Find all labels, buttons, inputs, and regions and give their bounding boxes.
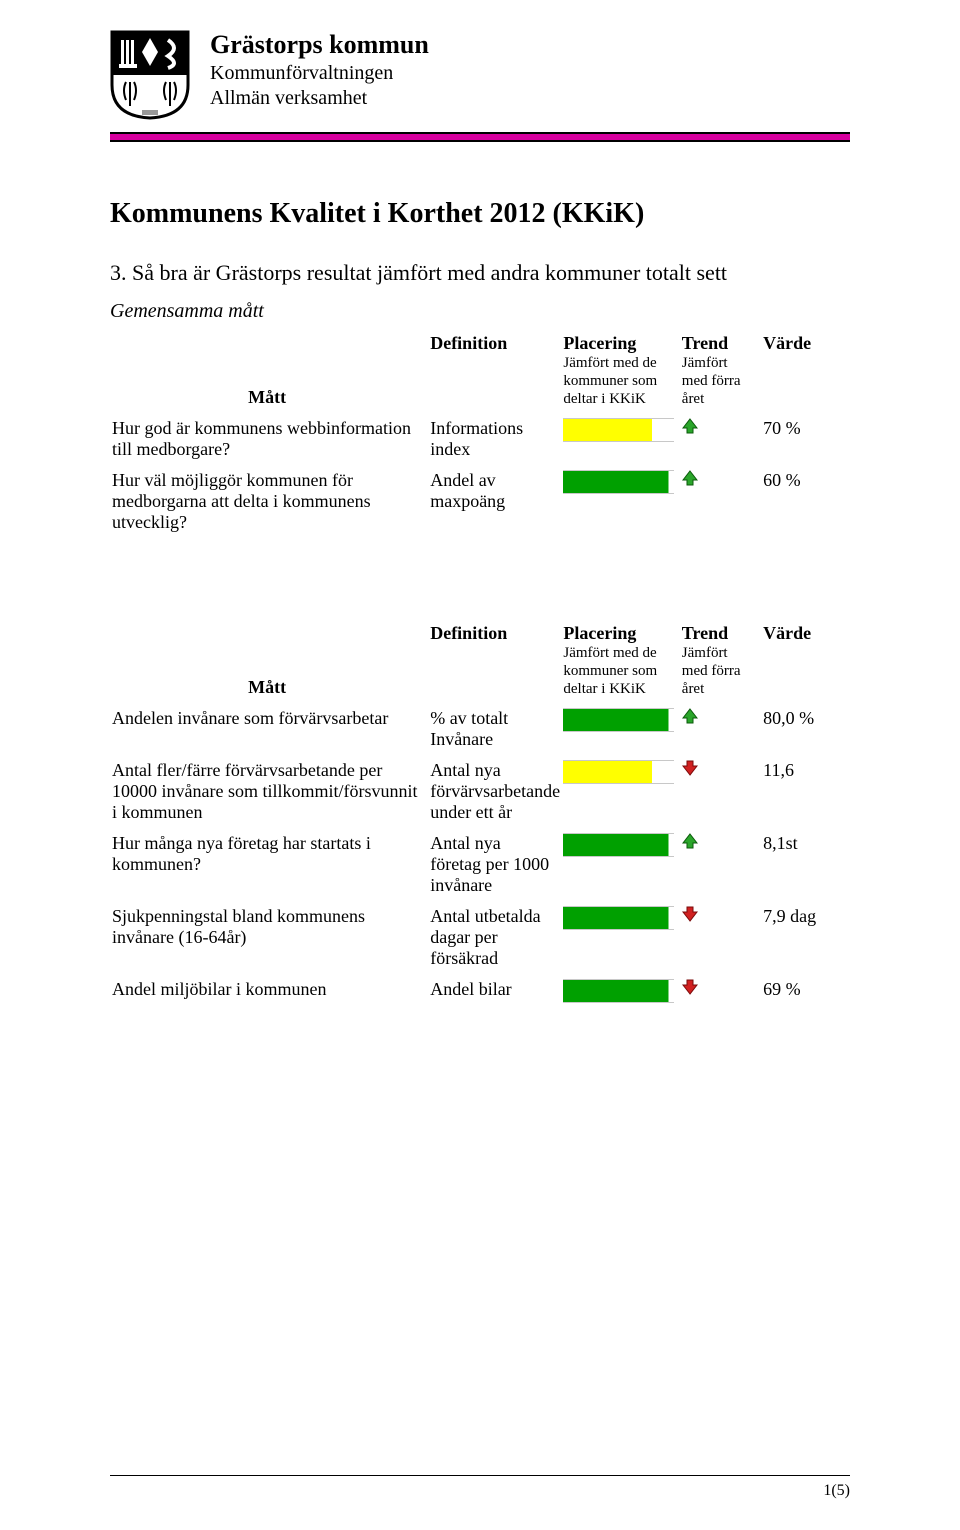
page-number: 1(5) [110,1482,850,1500]
cell-trend [680,902,761,975]
cell-matt: Sjukpenningstal bland kommunens invånare… [110,902,428,975]
arrow-up-icon [682,418,698,434]
cell-placering [561,466,679,539]
cell-varde: 69 % [761,975,850,1009]
col-placering-label: Placering [563,623,636,643]
cell-placering [561,704,679,756]
col-placering-sub: Jämfört med de kommuner som deltar i KKi… [563,354,673,408]
cell-matt: Antal fler/färre förvärvsarbetande per 1… [110,756,428,829]
col-varde: Värde [761,329,850,414]
col-matt: Mått [110,619,428,704]
footer-line [110,1475,850,1476]
cell-definition: Antal nya företag per 1000 invånare [428,829,561,902]
cell-trend [680,414,761,466]
col-placering: Placering Jämfört med de kommuner som de… [561,329,679,414]
table-2: Mått Definition Placering Jämfört med de… [110,619,850,1009]
crest-icon [110,30,190,120]
col-placering: Placering Jämfört med de kommuner som de… [561,619,679,704]
col-trend: Trend Jämfört med förra året [680,619,761,704]
col-trend-label: Trend [682,623,728,643]
arrow-up-icon [682,833,698,849]
cell-matt: Hur många nya företag har startats i kom… [110,829,428,902]
bar-green [563,833,673,857]
cell-placering [561,414,679,466]
table-row: Hur god är kommunens webbinformation til… [110,414,850,466]
cell-definition: Andel bilar [428,975,561,1009]
table-row: Sjukpenningstal bland kommunens invånare… [110,902,850,975]
cell-varde: 8,1st [761,829,850,902]
bar-green [563,979,673,1003]
cell-placering [561,902,679,975]
divider-rule [110,132,850,142]
table-row: Andelen invånare som förvärvsarbetar % a… [110,704,850,756]
section-subhead: Gemensamma mått [110,300,850,323]
sub-name: Allmän verksamhet [210,87,429,110]
table-header-row: Mått Definition Placering Jämfört med de… [110,329,850,414]
cell-matt: Hur god är kommunens webbinformation til… [110,414,428,466]
org-name: Grästorps kommun [210,30,429,60]
bar-yellow [563,760,673,784]
cell-trend [680,756,761,829]
arrow-up-icon [682,708,698,724]
bar-green [563,470,673,494]
col-matt: Mått [110,329,428,414]
col-trend-sub: Jämfört med förra året [682,644,755,698]
col-varde: Värde [761,619,850,704]
cell-varde: 7,9 dag [761,902,850,975]
cell-placering [561,829,679,902]
cell-definition: Informations index [428,414,561,466]
cell-varde: 60 % [761,466,850,539]
col-trend-sub: Jämfört med förra året [682,354,755,408]
cell-matt: Hur väl möjliggör kommunen för medborgar… [110,466,428,539]
col-placering-label: Placering [563,333,636,353]
footer: 1(5) [110,1475,850,1500]
cell-placering [561,975,679,1009]
cell-placering [561,756,679,829]
bar-yellow [563,418,673,442]
cell-trend [680,466,761,539]
letterhead-text: Grästorps kommun Kommunförvaltningen All… [210,30,429,110]
cell-varde: 11,6 [761,756,850,829]
col-trend: Trend Jämfört med förra året [680,329,761,414]
table-header-row: Mått Definition Placering Jämfört med de… [110,619,850,704]
col-definition: Definition [428,619,561,704]
cell-trend [680,829,761,902]
col-placering-sub: Jämfört med de kommuner som deltar i KKi… [563,644,673,698]
bar-green [563,906,673,930]
table-1: Mått Definition Placering Jämfört med de… [110,329,850,539]
cell-definition: % av totalt Invånare [428,704,561,756]
cell-definition: Antal nya förvärvsarbetande under ett år [428,756,561,829]
col-trend-label: Trend [682,333,728,353]
arrow-down-icon [682,760,698,776]
arrow-down-icon [682,906,698,922]
table-row: Hur väl möjliggör kommunen för medborgar… [110,466,850,539]
table-row: Antal fler/färre förvärvsarbetande per 1… [110,756,850,829]
cell-matt: Andel miljöbilar i kommunen [110,975,428,1009]
cell-definition: Antal utbetalda dagar per försäkrad [428,902,561,975]
cell-matt: Andelen invånare som förvärvsarbetar [110,704,428,756]
section-heading: 3. Så bra är Grästorps resultat jämfört … [110,260,850,286]
page: Grästorps kommun Kommunförvaltningen All… [0,0,960,1530]
cell-varde: 70 % [761,414,850,466]
col-definition: Definition [428,329,561,414]
cell-varde: 80,0 % [761,704,850,756]
spacer [110,539,850,619]
arrow-up-icon [682,470,698,486]
arrow-down-icon [682,979,698,995]
cell-trend [680,704,761,756]
dept-name: Kommunförvaltningen [210,62,429,85]
cell-trend [680,975,761,1009]
letterhead: Grästorps kommun Kommunförvaltningen All… [110,30,850,120]
table-row: Andel miljöbilar i kommunen Andel bilar … [110,975,850,1009]
bar-green [563,708,673,732]
page-title: Kommunens Kvalitet i Korthet 2012 (KKiK) [110,198,850,230]
cell-definition: Andel av maxpoäng [428,466,561,539]
table-row: Hur många nya företag har startats i kom… [110,829,850,902]
